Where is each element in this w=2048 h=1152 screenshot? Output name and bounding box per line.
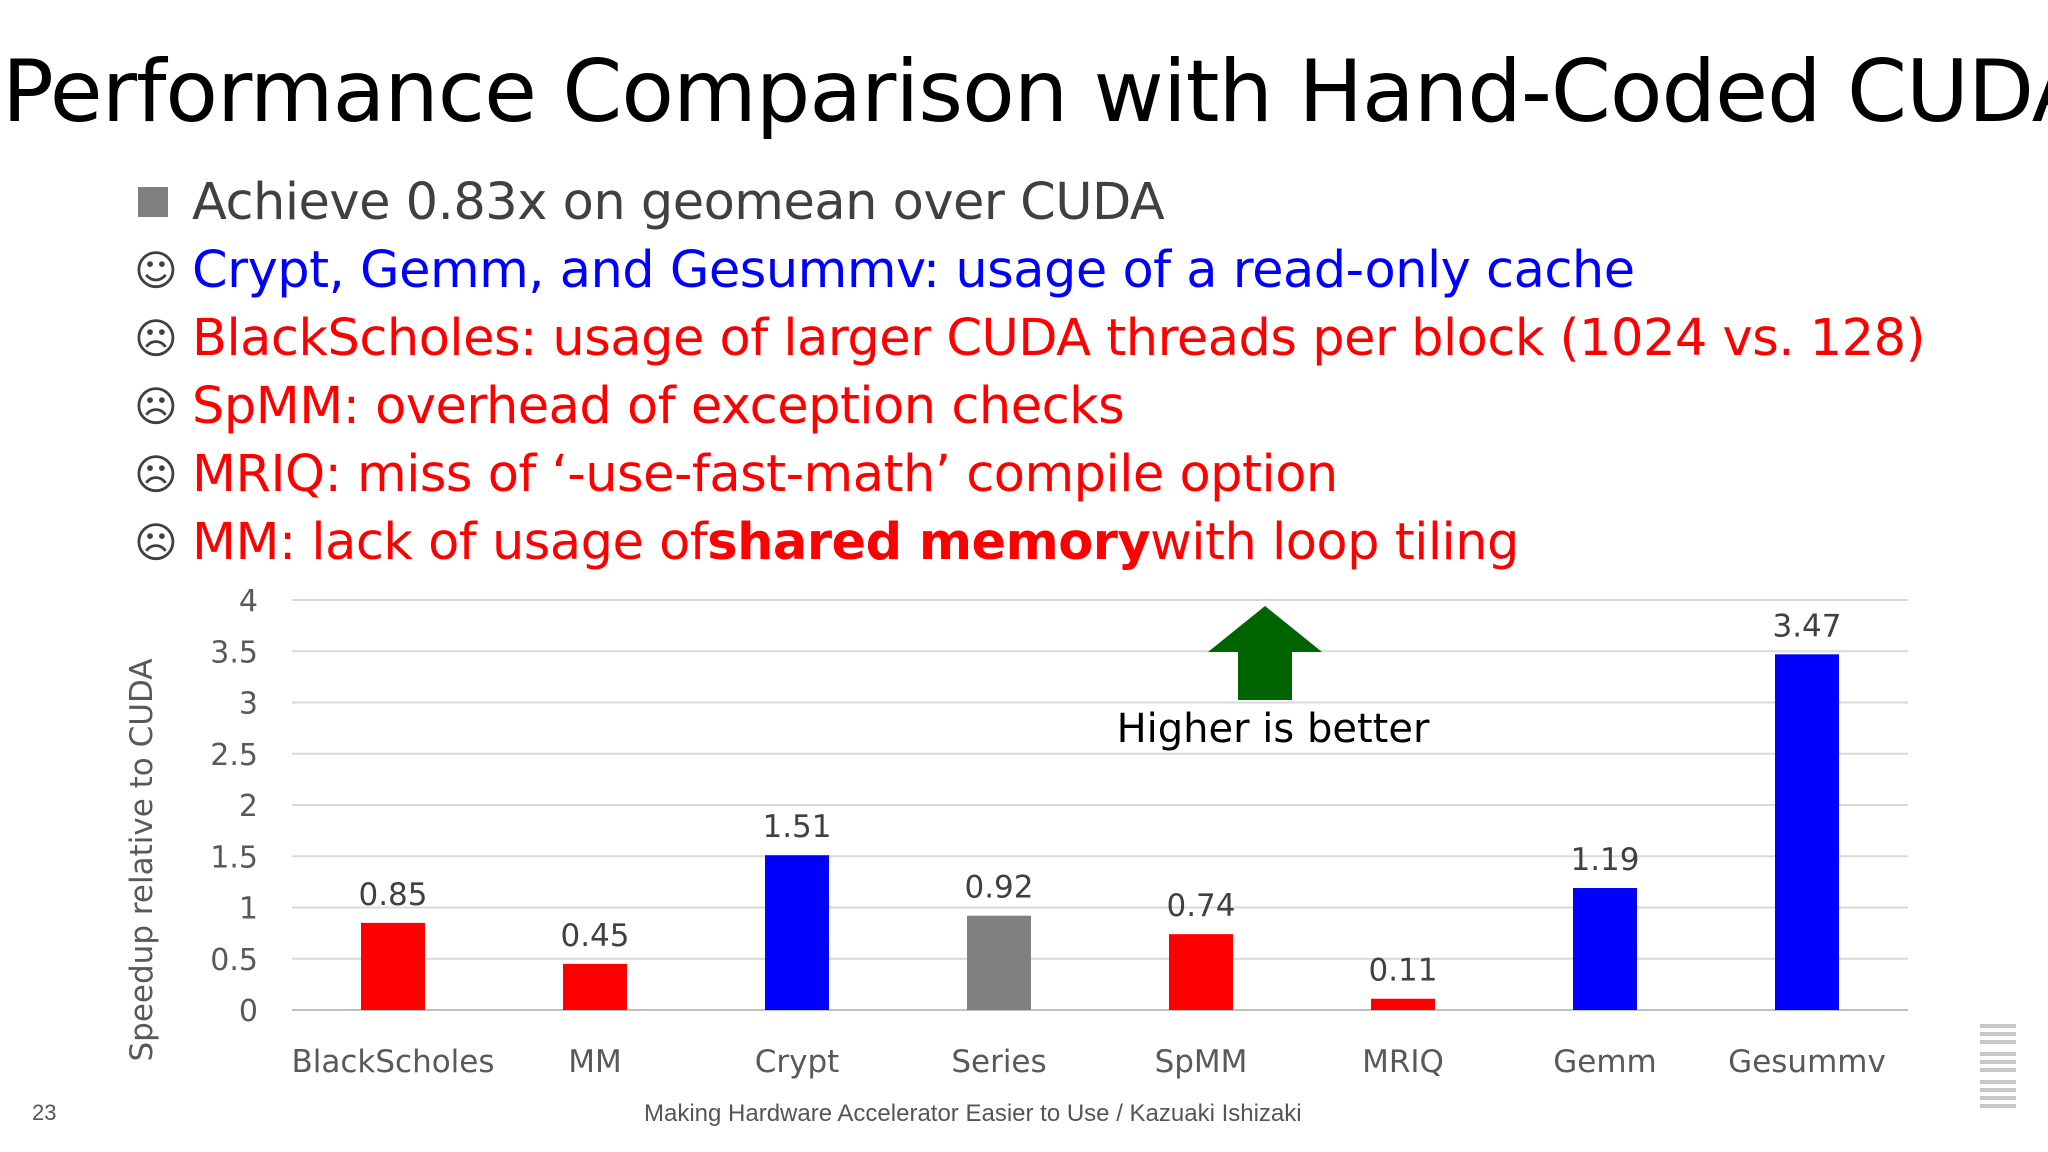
bullet-text: BlackScholes: usage of larger CUDA threa…: [192, 308, 1925, 368]
bar-data-label: 3.47: [1772, 608, 1841, 644]
bar: [563, 963, 627, 1010]
bar-data-label: 0.85: [358, 877, 427, 913]
y-axis-label: Speedup relative to CUDA: [124, 659, 160, 1062]
y-tick-label: 1: [239, 892, 258, 927]
bar: [1371, 998, 1435, 1010]
y-tick-label: 2.5: [210, 738, 258, 773]
bar-data-label: 1.51: [762, 809, 831, 845]
bar: [1573, 888, 1637, 1010]
bullet-text: MRIQ: miss of ‘-use-fast-math’ compile o…: [192, 444, 1338, 504]
bullet-mm: ☹ MM: lack of usage of shared memory wit…: [134, 508, 1925, 576]
bullet-read-only-cache: ☺ Crypt, Gemm, and Gesummv: usage of a r…: [134, 236, 1925, 304]
bullet-text: Achieve 0.83x on geomean over CUDA: [192, 172, 1165, 232]
bar-data-label: 0.45: [560, 918, 629, 954]
bullet-mriq: ☹ MRIQ: miss of ‘-use-fast-math’ compile…: [134, 440, 1925, 508]
bars: [361, 654, 1839, 1010]
bullet-text-post: with loop tiling: [1150, 512, 1519, 572]
frowning-face-icon: ☹: [134, 313, 178, 363]
slide-number: 23: [32, 1100, 57, 1125]
bullet-spmm: ☹ SpMM: overhead of exception checks: [134, 372, 1925, 440]
x-tick-label: BlackScholes: [291, 1044, 494, 1080]
bar: [1775, 654, 1839, 1010]
x-axis-labels: BlackScholes MM Crypt Series SpMM MRIQ Gemm Ges…: [291, 1044, 1885, 1080]
up-arrow-icon: [1208, 606, 1322, 700]
bar: [765, 855, 829, 1010]
bar-data-label: 0.11: [1368, 953, 1437, 989]
bullet-text: Crypt, Gemm, and Gesummv: usage of a rea…: [192, 240, 1635, 300]
y-tick-label: 4: [239, 584, 258, 619]
bar-data-labels: 0.85 0.45 1.51 0.92 0.74 0.11 1.19 3.47: [358, 608, 1841, 988]
bar: [967, 915, 1031, 1010]
bullet-text: SpMM: overhead of exception checks: [192, 376, 1125, 436]
bar-data-label: 0.92: [964, 870, 1033, 906]
x-tick-label: Gemm: [1553, 1044, 1657, 1080]
y-axis-ticks: 0 0.5 1 1.5 2 2.5 3 3.5 4: [210, 584, 258, 1029]
x-tick-label: Crypt: [755, 1044, 840, 1080]
square-bullet-icon: [134, 187, 192, 217]
bar-data-label: 1.19: [1570, 842, 1639, 878]
y-tick-label: 2: [239, 789, 258, 824]
annotation-text: Higher is better: [1117, 706, 1430, 752]
bullet-geomean: Achieve 0.83x on geomean over CUDA: [134, 168, 1925, 236]
y-tick-label: 1.5: [210, 840, 258, 875]
smiley-face-icon: ☺: [134, 245, 178, 295]
grid-lines: [292, 599, 1908, 1011]
frowning-face-icon: ☹: [134, 517, 178, 567]
bullet-list: Achieve 0.83x on geomean over CUDA ☺ Cry…: [134, 168, 1925, 576]
slide-title: Performance Comparison with Hand-Coded C…: [2, 42, 2048, 142]
bar: [361, 922, 425, 1010]
bullet-blackscholes: ☹ BlackScholes: usage of larger CUDA thr…: [134, 304, 1925, 372]
x-tick-label: Gesummv: [1728, 1044, 1886, 1080]
bar-data-label: 0.74: [1166, 888, 1235, 924]
ibm-logo-icon: [1980, 1024, 2016, 1108]
bullet-text-pre: MM: lack of usage of: [192, 512, 708, 572]
y-tick-label: 0.5: [210, 943, 258, 978]
y-tick-label: 0: [239, 994, 258, 1029]
bar: [1169, 934, 1233, 1010]
frowning-face-icon: ☹: [134, 381, 178, 431]
y-tick-label: 3: [239, 687, 258, 722]
x-tick-label: SpMM: [1155, 1044, 1248, 1080]
frowning-face-icon: ☹: [134, 449, 178, 499]
x-tick-label: Series: [951, 1044, 1046, 1080]
x-tick-label: MM: [568, 1044, 622, 1080]
higher-is-better-annotation: Higher is better: [1117, 606, 1430, 752]
y-tick-label: 3.5: [210, 635, 258, 670]
x-tick-label: MRIQ: [1362, 1044, 1444, 1080]
bullet-text-bold: shared memory: [707, 512, 1151, 572]
footer-text: Making Hardware Accelerator Easier to Us…: [644, 1100, 1302, 1127]
